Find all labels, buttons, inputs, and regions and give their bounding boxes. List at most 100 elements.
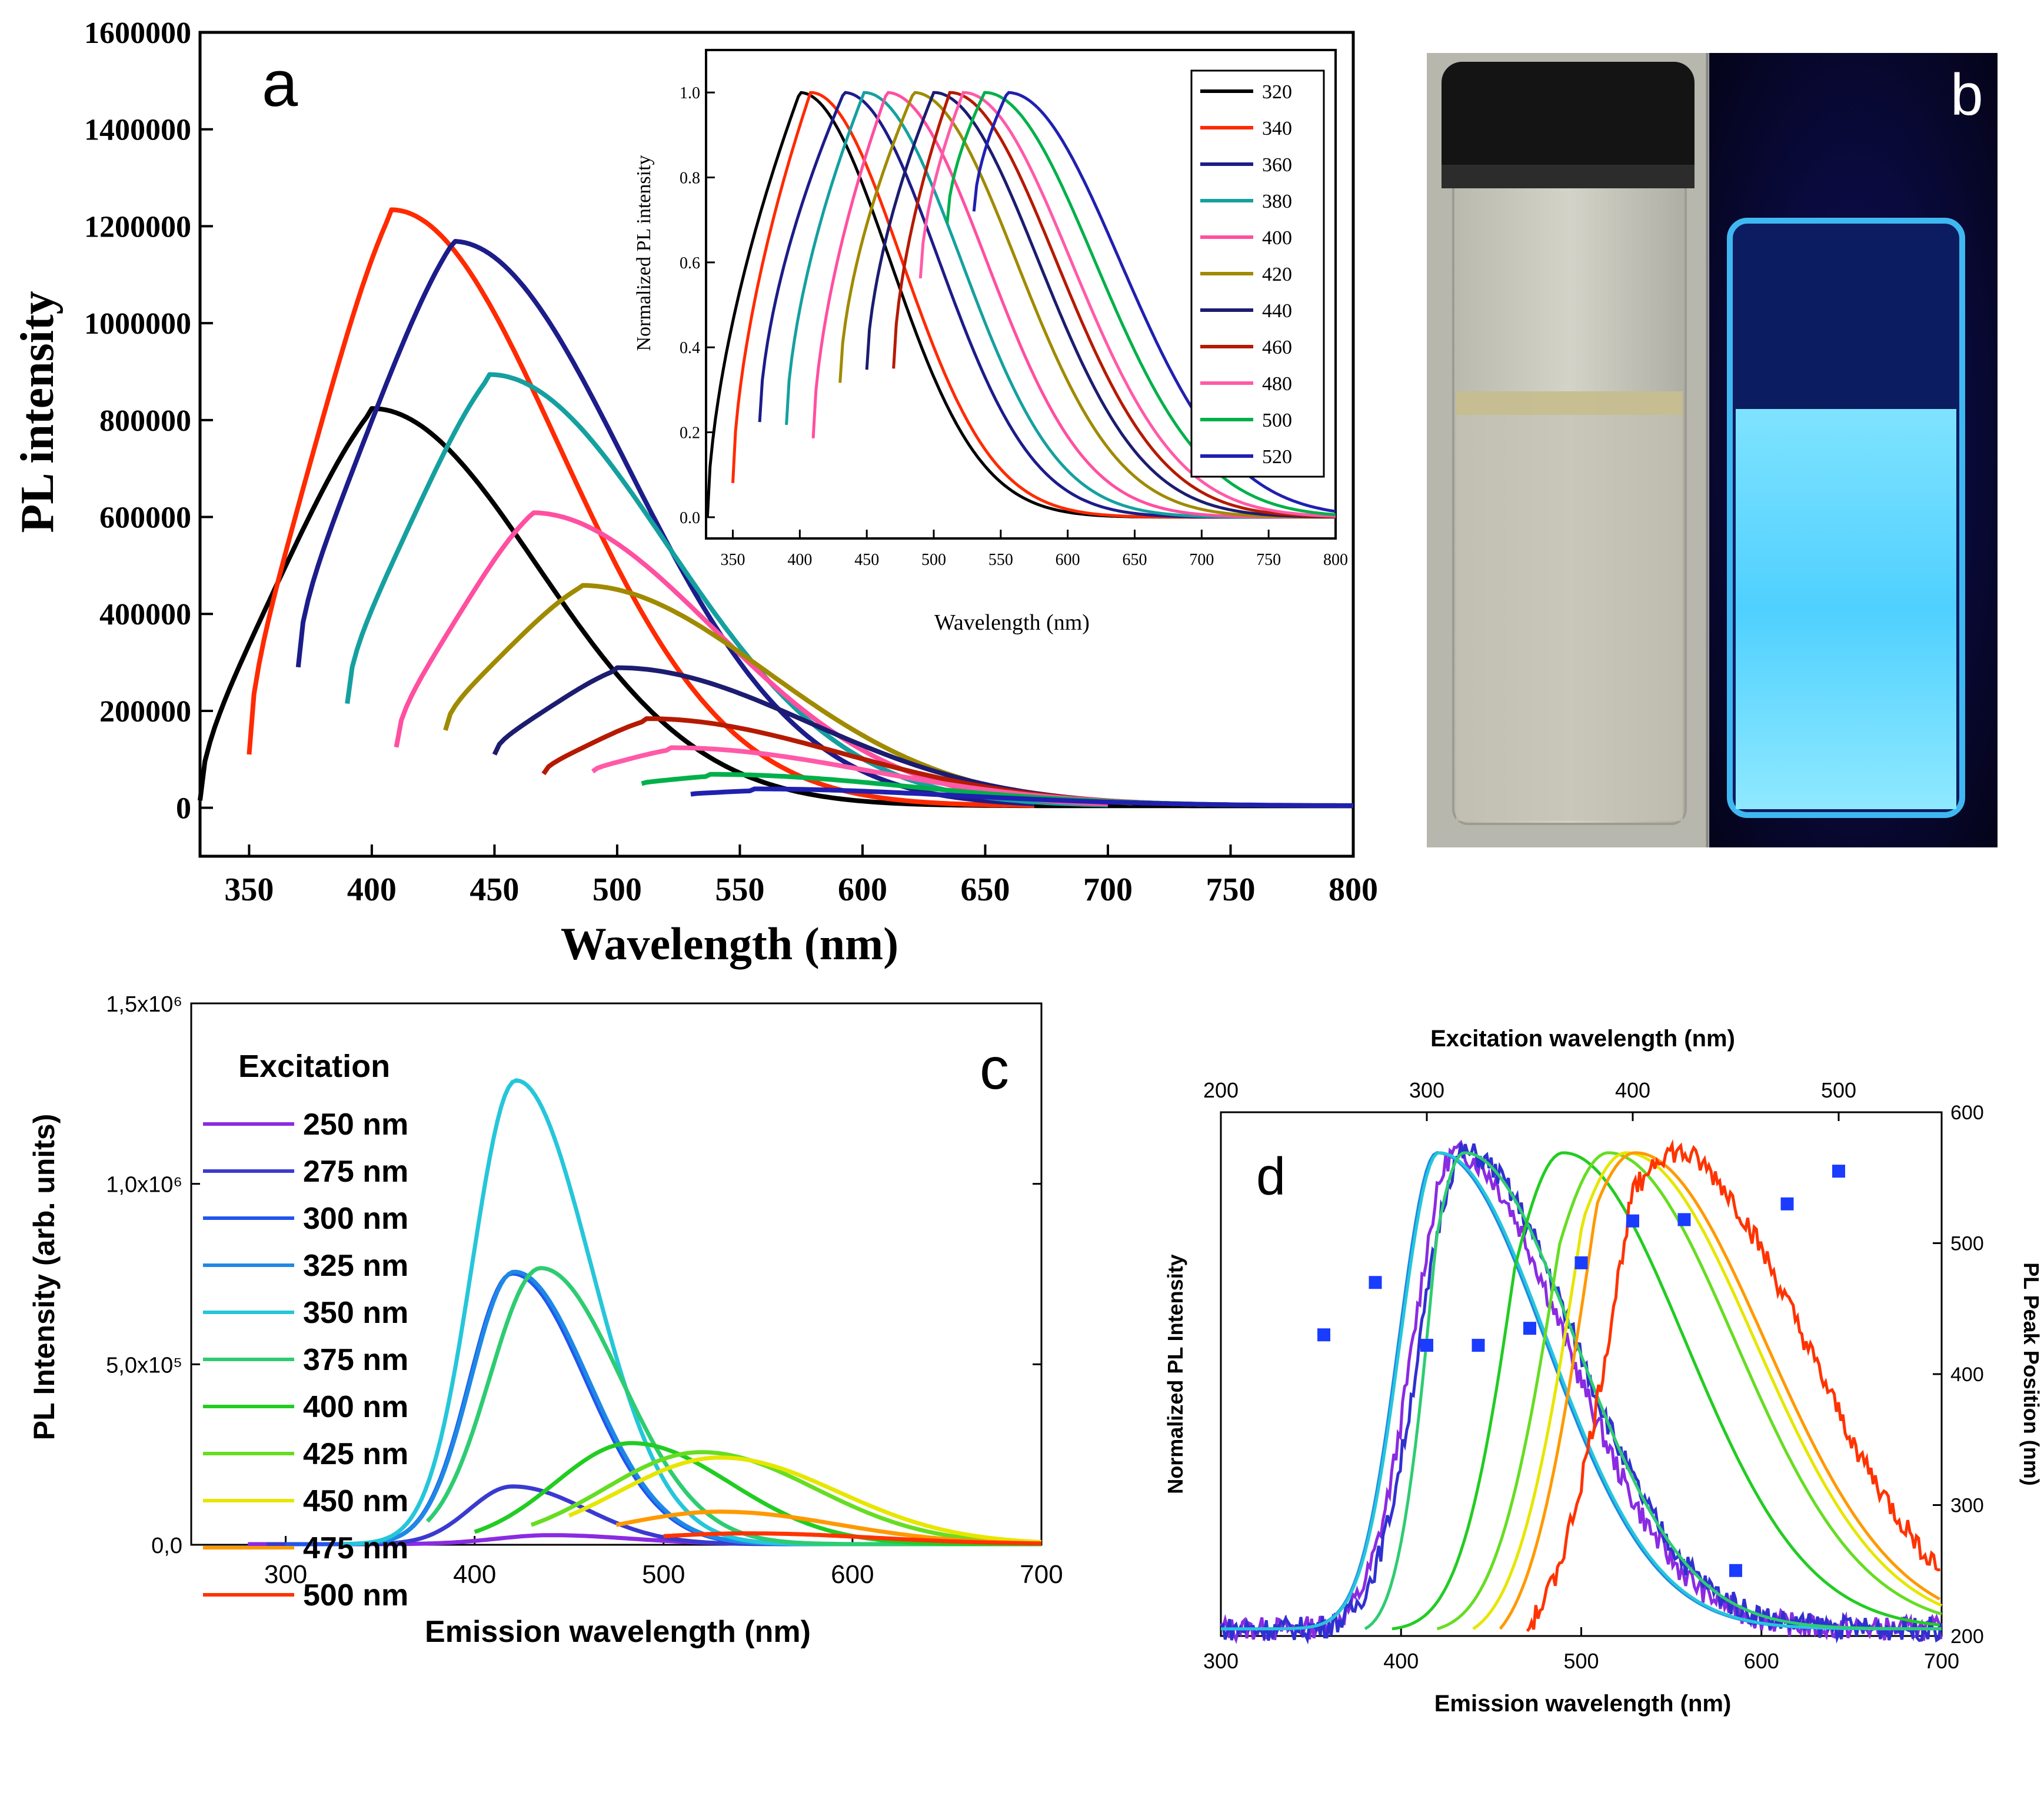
chart-a-xlabel: Wavelength (nm) [561,918,898,969]
x-tick-label: 600 [831,1560,874,1589]
x-tick-label: 450 [470,872,519,908]
right-tick-label: 600 [1950,1102,1984,1124]
inset-legend-label: 380 [1262,191,1292,212]
legend-label: 425 nm [303,1437,408,1471]
legend-label: 325 nm [303,1249,408,1283]
chart-d-xlabel: Emission wavelength (nm) [1434,1691,1732,1717]
x-tick-label: 700 [1924,1649,1959,1673]
inset-series-line [918,91,1336,518]
y-tick-label: 1200000 [84,210,191,244]
chart-c-legend-title: Excitation [238,1049,390,1084]
top-tick-label: 300 [1409,1078,1444,1102]
inset-series-line [972,91,1336,513]
inset-x-tick-label: 750 [1256,551,1281,569]
chart-d-top-ticks: 200 300 400 500 [1203,1078,1856,1121]
chart-d: 300 400 500 600 700 200 300 400 500 200 300 400 50… [1163,1026,2043,1717]
panel-label-c: c [980,1036,1009,1102]
y-tick-label: 1600000 [84,16,191,50]
vial-glow [1736,409,1956,809]
inset-x-tick-label: 800 [1323,551,1348,569]
chart-d-x2label: Excitation wavelength (nm) [1430,1026,1735,1052]
inset-y-tick-label: 0.0 [680,509,700,527]
x-tick-label: 550 [715,872,764,908]
series-line [690,786,1354,808]
chart-c-x-ticks: 300 400 500 600 700 [264,1536,1063,1589]
inset-legend-label: 520 [1262,446,1292,468]
y-tick-label: 1000000 [84,307,191,341]
chart-d-right-ticks: 200 300 400 500 600 [1933,1102,1984,1648]
inset-x-tick-label: 700 [1189,551,1214,569]
chart-a-ylabel: PL intensity [12,291,64,533]
inset-lines [705,91,1336,519]
top-tick-label: 400 [1615,1078,1650,1102]
peak-position-point [1574,1256,1588,1269]
chart-c-y-ticks: 0,0 5,0x10⁵ 1,0x10⁶ 1,5x10⁶ [106,992,1041,1558]
inset-x-tick-label: 400 [787,551,812,569]
peak-position-point [1832,1165,1845,1178]
x-tick-label: 400 [347,872,397,908]
legend-label: 250 nm [303,1108,408,1142]
panel-label-a: a [262,48,298,120]
peak-position-point [1677,1213,1691,1226]
y-tick-label: 600000 [99,501,191,535]
panel-label-b: b [1950,62,1983,128]
x-tick-label: 500 [1563,1649,1599,1673]
vial-cap-highlight [1442,165,1695,188]
x-tick-label: 750 [1206,872,1255,908]
peak-position-point [1420,1339,1433,1352]
series-line [530,1450,1042,1545]
inset-legend-label: 500 [1262,410,1292,431]
inset-legend-label: 420 [1262,264,1292,285]
inset-legend-label: 440 [1262,300,1292,322]
inset-x-tick-label: 500 [921,551,946,569]
chart-c-ylabel: PL Intensity (arb. units) [28,1114,61,1441]
series-line [568,1455,1042,1544]
inset-series-line [838,91,1336,519]
right-tick-label: 200 [1950,1625,1984,1648]
photo-b: b [1427,53,1998,847]
inset-x-tick-label: 550 [988,551,1013,569]
peak-position-point [1317,1328,1330,1342]
y-tick-label: 5,0x10⁵ [106,1353,182,1378]
chart-c: 300 400 500 600 700 0,0 5,0x10⁵ 1,0x10⁶ 1,5x10⁶… [28,992,1063,1649]
legend-label: 350 nm [303,1296,408,1330]
legend-label: 450 nm [303,1484,408,1518]
inset-x-ticks: 350 400 450 500 550 600 650 700 750 800 [721,530,1348,569]
x-tick-label: 350 [224,872,274,908]
series-line [1436,1151,1942,1631]
x-tick-label: 600 [1744,1649,1779,1673]
legend-label: 500 nm [303,1578,408,1612]
chart-a: 350 400 450 500 550 600 650 700 750 800 0 200000 40… [12,16,1378,969]
panel-label-d: d [1256,1148,1286,1206]
peak-position-point [1626,1214,1639,1228]
inset-x-tick-label: 450 [854,551,879,569]
inset-x-tick-label: 600 [1056,551,1080,569]
inset-legend-label: 320 [1262,81,1292,103]
inset-y-tick-label: 0.2 [680,424,700,443]
y-tick-label: 0 [176,792,191,826]
x-tick-label: 800 [1329,872,1378,908]
series-line [474,1441,1041,1547]
inset-legend-label: 460 [1262,337,1292,358]
inset-y-ticks: 0.0 0.2 0.4 0.6 0.8 1.0 [680,84,715,527]
inset-legend: 320 340 360 380 400 420 440 460 480 500 520 [1190,69,1325,478]
legend-label: 300 nm [303,1202,408,1236]
chart-a-x-ticks: 350 400 450 500 550 600 650 700 750 800 [224,844,1378,908]
inset-y-tick-label: 0.8 [680,169,700,188]
peak-position-point [1523,1322,1536,1335]
inset-xlabel: Wavelength (nm) [934,610,1090,635]
chart-c-frame [190,1002,1043,1546]
chart-a-inset: 350 400 450 500 550 600 650 700 750 800 0.0 0.2 0.4… [633,49,1348,635]
chart-d-ylabel: Normalized PL Intensity [1163,1254,1187,1494]
series-line [247,207,1034,808]
inset-series-line [865,91,1336,518]
x-tick-label: 300 [1203,1649,1239,1673]
inset-x-tick-label: 650 [1123,551,1147,569]
x-tick-label: 400 [453,1560,496,1589]
y-tick-label: 0,0 [151,1534,182,1558]
inset-y-tick-label: 0.6 [680,254,700,272]
peak-position-point [1780,1197,1794,1211]
legend-label: 375 nm [303,1343,408,1377]
chart-c-lines [248,1078,1042,1547]
